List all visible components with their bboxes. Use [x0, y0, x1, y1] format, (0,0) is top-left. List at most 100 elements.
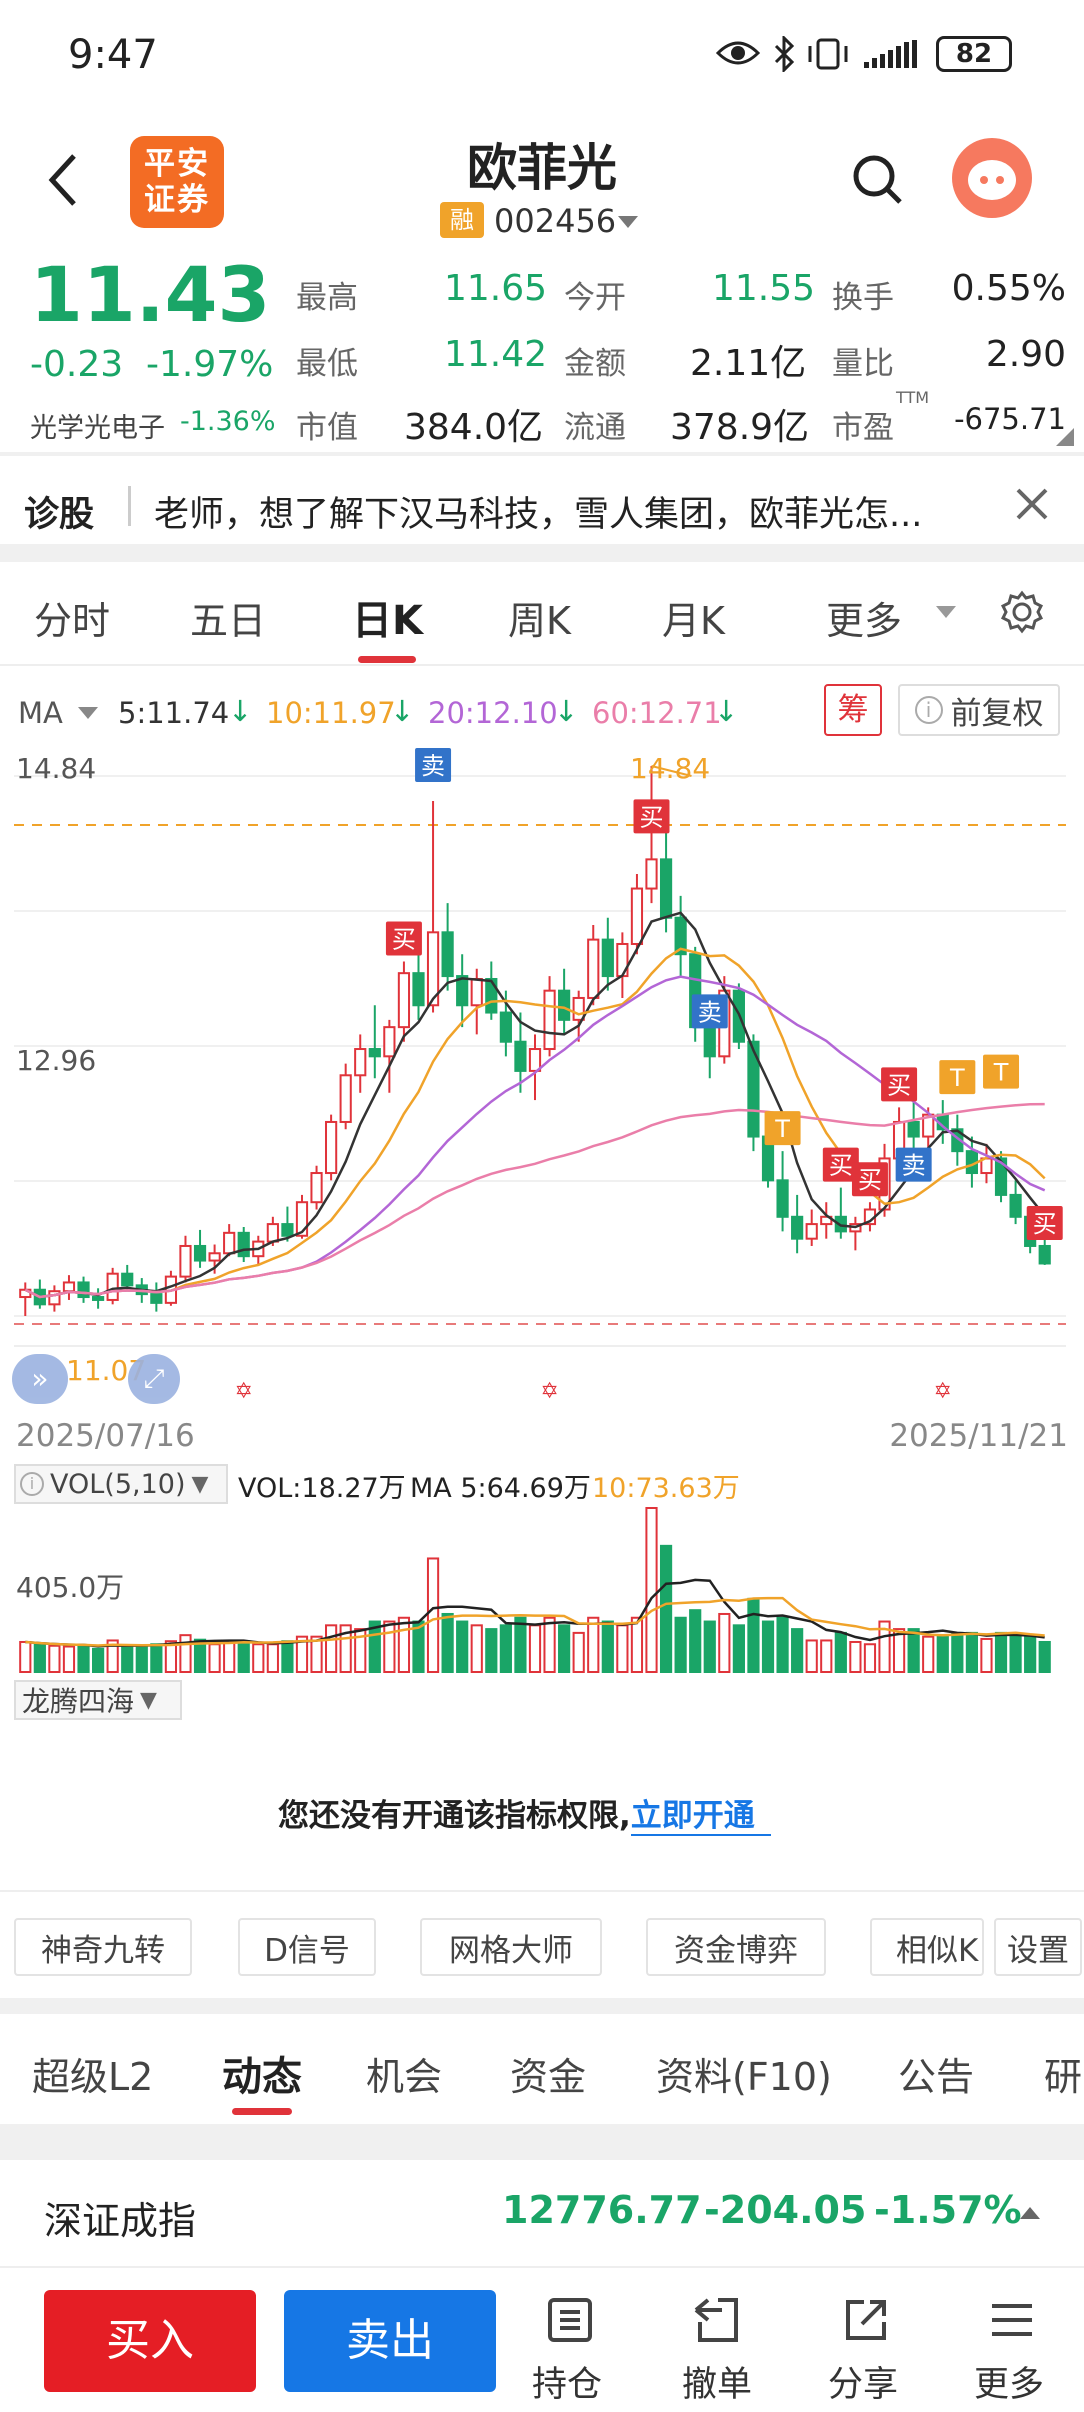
signal-sell-label: 卖 — [698, 998, 722, 1026]
chip-button[interactable]: 筹 — [824, 684, 882, 736]
y-axis-mid: 12.96 — [16, 1044, 97, 1077]
cancel-label: 撤单 — [682, 2365, 753, 2405]
signal-buy-label: 买 — [1033, 1210, 1057, 1238]
subtab-l2[interactable]: 超级L2 — [32, 2055, 154, 2099]
volume-bar — [834, 1631, 847, 1673]
indicator-selector[interactable]: 龙腾四海 ▼ — [14, 1680, 182, 1720]
vol-ma10-line — [25, 1596, 1045, 1647]
sell-button[interactable]: 卖出 — [284, 2290, 496, 2392]
tab-weekly-k[interactable]: 周K — [508, 599, 571, 643]
volume-bar — [266, 1643, 279, 1673]
volume-bar — [150, 1643, 163, 1673]
subtab-opportunity[interactable]: 机会 — [366, 2055, 443, 2099]
candle — [514, 1012, 527, 1093]
volume-bar — [994, 1631, 1008, 1673]
tool-button-settings[interactable]: 设置 — [994, 1918, 1082, 1976]
tab-more[interactable]: 更多 — [826, 599, 903, 643]
label-vol-ratio: 量比 — [832, 346, 894, 382]
value-amount: 2.11亿 — [690, 343, 807, 384]
tool-button-nine-turn[interactable]: 神奇九转 — [14, 1918, 192, 1976]
subtab-f10[interactable]: 资料(F10) — [656, 2055, 832, 2099]
candle — [616, 932, 629, 998]
ma-dropdown-icon[interactable] — [78, 706, 98, 720]
subtab-announcement[interactable]: 公告 — [898, 2055, 975, 2099]
candle — [951, 1114, 964, 1166]
back-arrow-icon[interactable] — [44, 150, 84, 210]
stock-code[interactable]: 002456 — [494, 202, 617, 240]
share-label: 分享 — [828, 2365, 899, 2405]
index-ticker[interactable]: 深证成指 12776.77 -204.05 -1.57% — [0, 2160, 1084, 2268]
eye-icon — [715, 38, 761, 68]
volume-chart[interactable] — [0, 1500, 1084, 1676]
event-star-icon: ✡ — [934, 1379, 952, 1404]
candle — [339, 1063, 352, 1130]
volume-bar — [718, 1612, 731, 1673]
volume-bar — [616, 1624, 629, 1673]
activate-link[interactable]: 立即开通 — [630, 1798, 771, 1836]
value-float: 378.9亿 — [670, 407, 810, 448]
volume-bar — [1038, 1640, 1051, 1674]
subtab-news[interactable]: 动态 — [222, 2054, 302, 2100]
cancel-nav[interactable]: 撤单 — [668, 2290, 768, 2405]
signal-t-marker: T — [983, 1054, 1020, 1089]
volume-bar — [252, 1643, 265, 1673]
fullscreen-button[interactable]: ⤢ — [128, 1354, 180, 1404]
subtab-research[interactable]: 研 — [1044, 2055, 1083, 2099]
subtab-fund[interactable]: 资金 — [510, 2055, 587, 2099]
volume-bar — [456, 1620, 469, 1673]
expand-chart-button[interactable]: » — [12, 1354, 68, 1404]
tab-daily-k[interactable]: 日K — [352, 598, 423, 644]
close-icon[interactable] — [1014, 486, 1050, 522]
sector-name[interactable]: 光学光电子 — [30, 413, 165, 444]
ma20-down-arrow-icon: ↓ — [554, 694, 579, 728]
search-icon[interactable] — [850, 152, 906, 208]
settings-gear-icon[interactable] — [1000, 590, 1044, 634]
volume-bar — [980, 1637, 993, 1673]
signal-icon — [862, 38, 926, 70]
candle — [150, 1282, 163, 1312]
diagnosis-text[interactable]: 老师，想了解下汉马科技，雪人集团，欧菲光怎... — [154, 495, 923, 535]
adjust-button[interactable]: i 前复权 — [898, 684, 1060, 736]
more-dropdown-icon[interactable] — [934, 604, 958, 620]
candle — [426, 801, 440, 1013]
expand-corner-icon[interactable] — [1056, 428, 1074, 446]
vol-ma10: 10:73.63万 — [592, 1473, 740, 1504]
tab-monthly-k[interactable]: 月K — [662, 599, 725, 643]
share-nav[interactable]: 分享 — [816, 2290, 916, 2405]
label-float: 流通 — [564, 410, 626, 446]
candle — [587, 925, 600, 1006]
candle — [223, 1224, 236, 1257]
signal-t-label: T — [993, 1059, 1009, 1087]
candle — [601, 917, 614, 991]
more-nav[interactable]: 更多 — [962, 2290, 1062, 2405]
menu-icon — [992, 2304, 1032, 2336]
volume-bar — [820, 1639, 833, 1673]
volume-bar — [776, 1616, 789, 1673]
ma20-value: 20:12.10 — [428, 696, 558, 730]
index-name: 深证成指 — [44, 2199, 197, 2243]
signal-buy-marker: 买 — [851, 1162, 888, 1197]
tool-button-d-signal[interactable]: D信号 — [238, 1918, 376, 1976]
signal-t-marker: T — [939, 1060, 976, 1095]
assistant-avatar-icon[interactable] — [952, 138, 1032, 218]
tab-minute[interactable]: 分时 — [34, 599, 111, 643]
broker-logo[interactable]: 平安证券 — [130, 136, 224, 228]
volume-bar — [33, 1643, 46, 1673]
expand-up-icon[interactable] — [1020, 2204, 1040, 2219]
tool-button-grid-master[interactable]: 网格大师 — [420, 1918, 602, 1976]
volume-bar — [48, 1644, 61, 1673]
tool-button-similar-k[interactable]: 相似K — [870, 1918, 984, 1976]
signal-buy-marker: 买 — [881, 1067, 918, 1102]
volume-bar — [92, 1647, 105, 1673]
code-dropdown-icon[interactable] — [616, 214, 640, 230]
position-nav[interactable]: 持仓 — [520, 2290, 620, 2405]
signal-sell-marker: 卖 — [415, 748, 452, 782]
candle — [528, 1034, 542, 1101]
ma-label[interactable]: MA — [18, 696, 63, 730]
tool-button-fund-game[interactable]: 资金博弈 — [646, 1918, 826, 1976]
buy-button[interactable]: 买入 — [44, 2290, 256, 2392]
tab-five-day[interactable]: 五日 — [190, 599, 267, 643]
volume-bar — [907, 1628, 920, 1674]
vol-indicator-selector[interactable]: i VOL(5,10) ▼ — [14, 1464, 228, 1504]
